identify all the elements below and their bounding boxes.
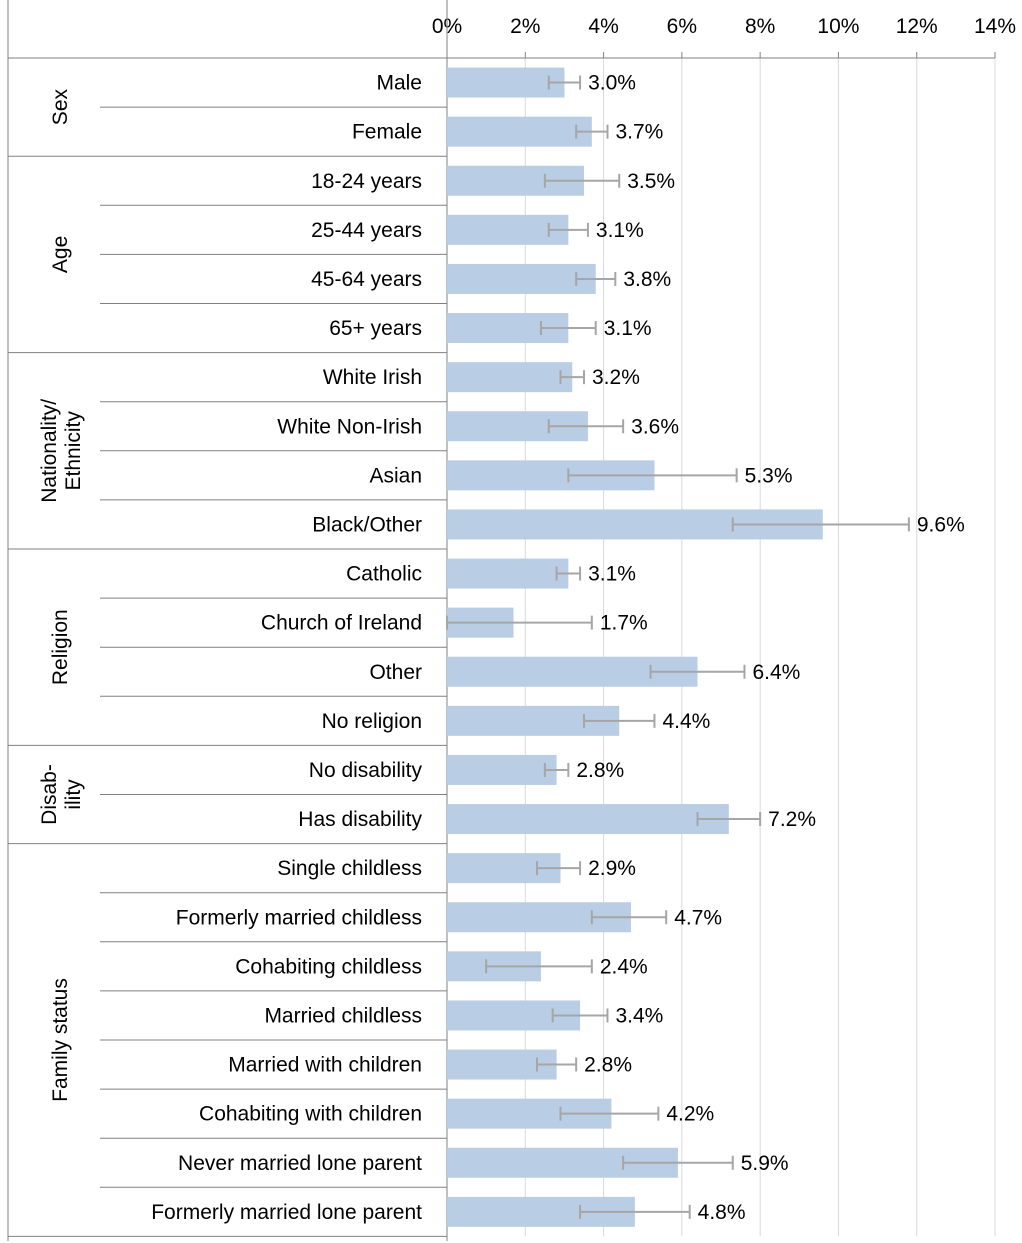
data-label: 4.8% <box>698 1201 746 1224</box>
data-label: 4.4% <box>662 710 710 733</box>
data-label: 2.8% <box>576 759 624 782</box>
data-label: 3.1% <box>604 317 652 340</box>
x-tick-label: 14% <box>974 15 1016 38</box>
category-label: 45-64 years <box>311 268 422 291</box>
category-label: Catholic <box>346 563 422 586</box>
data-label: 3.4% <box>615 1004 663 1027</box>
category-label: No disability <box>309 759 423 782</box>
category-label: Formerly married lone parent <box>151 1201 422 1224</box>
bar <box>447 362 573 393</box>
group-label: Disab-ility <box>38 764 85 825</box>
data-label: 3.0% <box>588 72 636 95</box>
category-label: Cohabiting with children <box>199 1103 422 1126</box>
data-label: 4.7% <box>674 906 722 929</box>
data-label: 3.6% <box>631 415 679 438</box>
x-tick-label: 12% <box>896 15 938 38</box>
category-label: 25-44 years <box>311 219 422 242</box>
data-label: 9.6% <box>917 513 965 536</box>
category-label: Cohabiting childless <box>235 955 422 978</box>
category-label: 65+ years <box>329 317 422 340</box>
data-label: 7.2% <box>768 808 816 831</box>
x-tick-label: 4% <box>588 15 618 38</box>
group-label: Nationality/Ethnicity <box>38 399 85 503</box>
data-label: 2.4% <box>600 955 648 978</box>
category-label: White Non-Irish <box>277 415 422 438</box>
data-label: 5.9% <box>741 1152 789 1175</box>
x-tick-label: 6% <box>667 15 697 38</box>
bar <box>447 116 592 147</box>
category-label: Other <box>369 661 422 684</box>
category-label: Never married lone parent <box>178 1152 422 1175</box>
data-label: 3.8% <box>623 268 671 291</box>
category-label: No religion <box>322 710 422 733</box>
data-label: 2.9% <box>588 857 636 880</box>
data-label: 2.8% <box>584 1054 632 1077</box>
category-label: 18-24 years <box>311 170 422 193</box>
category-label: Married childless <box>264 1004 422 1027</box>
group-label-line: Nationality/ <box>38 399 61 503</box>
data-label: 6.4% <box>752 661 800 684</box>
group-label-line: ility <box>62 779 85 810</box>
group-label: Age <box>49 236 72 273</box>
group-label: Sex <box>49 89 72 126</box>
data-label: 1.7% <box>600 612 648 635</box>
category-label: Single childless <box>277 857 422 880</box>
bar <box>447 67 565 98</box>
bar <box>447 804 729 835</box>
category-label: Female <box>352 121 422 144</box>
group-label-line: Disab- <box>38 764 61 825</box>
category-label: Formerly married childless <box>176 906 422 929</box>
group-label: Family status <box>49 978 72 1102</box>
data-label: 3.1% <box>596 219 644 242</box>
data-label: 4.2% <box>666 1103 714 1126</box>
category-label: Male <box>376 72 422 95</box>
bar <box>447 754 557 785</box>
x-tick-label: 2% <box>510 15 540 38</box>
group-label: Religion <box>49 609 72 685</box>
category-label: Has disability <box>298 808 422 831</box>
data-label: 3.2% <box>592 366 640 389</box>
bar <box>447 558 569 589</box>
x-tick-label: 10% <box>817 15 859 38</box>
x-tick-label: 8% <box>745 15 775 38</box>
category-label: Married with children <box>228 1054 422 1077</box>
data-label: 3.5% <box>627 170 675 193</box>
bar <box>447 263 596 294</box>
category-label: White Irish <box>323 366 422 389</box>
category-label: Asian <box>369 464 422 487</box>
data-label: 5.3% <box>745 464 793 487</box>
group-label-line: Ethnicity <box>62 411 85 491</box>
data-label: 3.1% <box>588 563 636 586</box>
data-label: 3.7% <box>615 121 663 144</box>
category-label: Church of Ireland <box>261 612 422 635</box>
category-label: Black/Other <box>312 513 422 536</box>
